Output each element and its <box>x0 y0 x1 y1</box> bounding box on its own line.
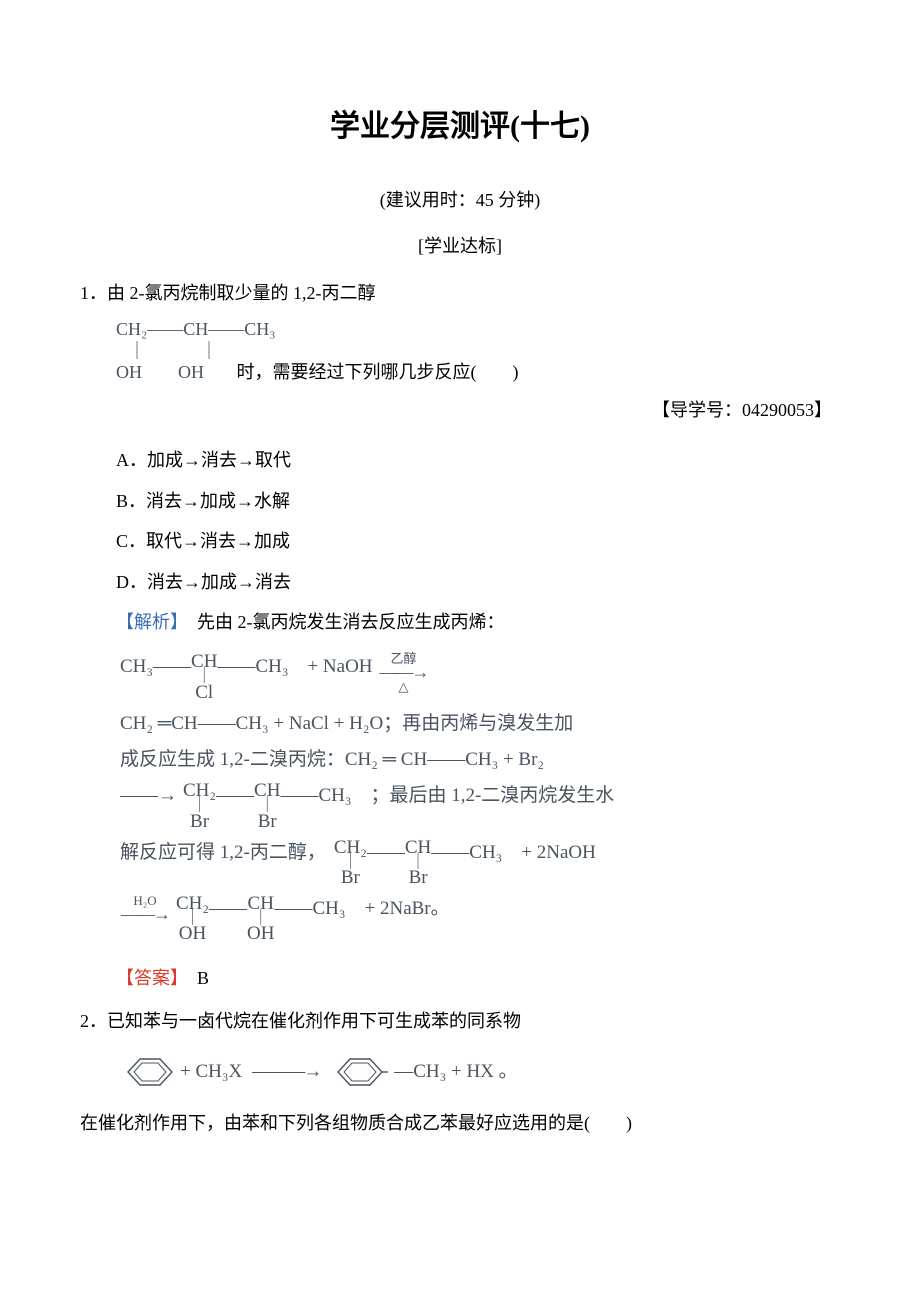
l4-dash: —— <box>216 781 254 811</box>
q1-option-b: B．消去→加成→水解 <box>80 485 840 517</box>
l6-dash: —— <box>209 894 247 924</box>
l4-arrow: ——→ <box>120 781 183 811</box>
l4-ch2br: CH₂ ｜ Br <box>183 781 216 831</box>
l5-ch2br: CH₂ ｜ Br <box>334 838 367 888</box>
chem-line-6: H₂O ——→ CH₂ ｜ OH —— CH ｜ OH ——CH₃ + 2NaB… <box>120 894 840 944</box>
l6-ch2oh: CH₂ ｜ OH <box>176 894 209 944</box>
mol-bot: OH OH <box>116 362 204 382</box>
l1-cl: Cl <box>195 683 213 703</box>
chem-line-1: CH₃—— CH ｜ Cl ——CH₃ + NaOH 乙醇 ——→ △ <box>120 652 840 702</box>
l4-br2: Br <box>258 812 277 832</box>
q1-stem-a: 1．由 2-氯丙烷制取少量的 1,2-丙二醇 <box>80 277 840 309</box>
l5a: 解反应可得 1,2-丙二醇， <box>120 838 334 868</box>
l1-arrow: 乙醇 ——→ △ <box>379 652 429 692</box>
q2-arrow: ———→ <box>248 1055 324 1089</box>
q2-stem: 2．已知苯与一卤代烷在催化剂作用下可生成苯的同系物 <box>80 1005 840 1037</box>
q1-jiexi-line: 【解析】 先由 2-氯丙烷发生消去反应生成丙烯： <box>80 606 840 638</box>
l5-chbr: CH ｜ Br <box>405 838 431 888</box>
l6-oh1: OH <box>179 924 206 944</box>
daan-value: B <box>179 968 209 988</box>
l1-lhs: CH₃—— <box>120 652 191 682</box>
q1-option-d: D．消去→加成→消去 <box>80 566 840 598</box>
l6-arrow-line: ——→ <box>121 907 169 921</box>
l5-br1: Br <box>341 868 360 888</box>
arrow-line: ——→ <box>380 665 428 679</box>
l6-oh2: OH <box>247 924 274 944</box>
chem-line-5: 解反应可得 1,2-丙二醇， CH₂ ｜ Br —— CH ｜ Br ——CH₃… <box>120 838 840 888</box>
jiexi-lead: 先由 2-氯丙烷发生消去反应生成丙烯： <box>179 612 505 632</box>
benzene-icon-product <box>330 1055 388 1089</box>
q2-prod-tail: —CH₃ + HX 。 <box>394 1055 517 1089</box>
subtitle-time: (建议用时：45 分钟) <box>80 184 840 216</box>
mol-bars: ｜ ｜ <box>116 341 840 363</box>
q1-chem-block: CH₃—— CH ｜ Cl ——CH₃ + NaOH 乙醇 ——→ △ CH₂ … <box>80 652 840 944</box>
l3-text: 成反应生成 1,2-二溴丙烷：CH₂ ═ CH——CH₃ + Br₂ <box>120 745 544 775</box>
l5-dash: —— <box>367 838 405 868</box>
l2-text: CH₂ ═CH——CH₃ + NaCl + H₂O；再由丙烯与溴发生加 <box>120 709 573 739</box>
l6-arrow-bot <box>143 921 146 934</box>
nav-code: 【导学号：04290053】 <box>80 394 840 426</box>
q1-stem-b: 时，需要经过下列哪几步反应( ) <box>209 362 519 382</box>
daan-label: 【答案】 <box>116 968 179 988</box>
chem-line-2: CH₂ ═CH——CH₃ + NaCl + H₂O；再由丙烯与溴发生加 <box>120 709 840 739</box>
q1-option-c: C．取代→消去→加成 <box>80 525 840 557</box>
l6-arrow: H₂O ——→ <box>120 894 170 934</box>
q2-reaction: + CH₃X ———→ —CH₃ + HX 。 <box>80 1055 840 1089</box>
q1-option-a: A．加成→消去→取代 <box>80 444 840 476</box>
benzene-icon-reactant <box>120 1055 174 1089</box>
jiexi-label: 【解析】 <box>116 612 179 632</box>
l6-choh: CH ｜ OH <box>247 894 274 944</box>
page-title: 学业分层测评(十七) <box>80 100 840 154</box>
chem-line-3: 成反应生成 1,2-二溴丙烷：CH₂ ═ CH——CH₃ + Br₂ <box>120 745 840 775</box>
mol-top: CH₂——CH——CH₃ <box>116 319 840 341</box>
arrow-bot-heat: △ <box>399 680 409 693</box>
l4-chbr: CH ｜ Br <box>254 781 280 831</box>
l1-tail: ——CH₃ + NaOH <box>217 652 372 682</box>
chem-line-4: ——→ CH₂ ｜ Br —— CH ｜ Br ——CH₃ ；最后由 1,2-二… <box>120 781 840 831</box>
l5-tail: ——CH₃ + 2NaOH <box>431 838 596 868</box>
q2-tail: 在催化剂作用下，由苯和下列各组物质合成乙苯最好应选用的是( ) <box>80 1107 840 1139</box>
q2-plus-ch3x: + CH₃X <box>180 1055 242 1089</box>
l4-tail: ——CH₃ ；最后由 1,2-二溴丙烷发生水 <box>280 781 614 811</box>
l5-br2: Br <box>409 868 428 888</box>
q1-molecule: CH₂——CH——CH₃ ｜ ｜ OH OH 时，需要经过下列哪几步反应( ) <box>80 319 840 384</box>
l6-tail: ——CH₃ + 2NaBr。 <box>274 894 449 924</box>
l1-chcl: CH ｜ Cl <box>191 652 217 702</box>
q1-answer: 【答案】 B <box>80 962 840 994</box>
section-label: [学业达标] <box>80 230 840 262</box>
l4-br1: Br <box>190 812 209 832</box>
